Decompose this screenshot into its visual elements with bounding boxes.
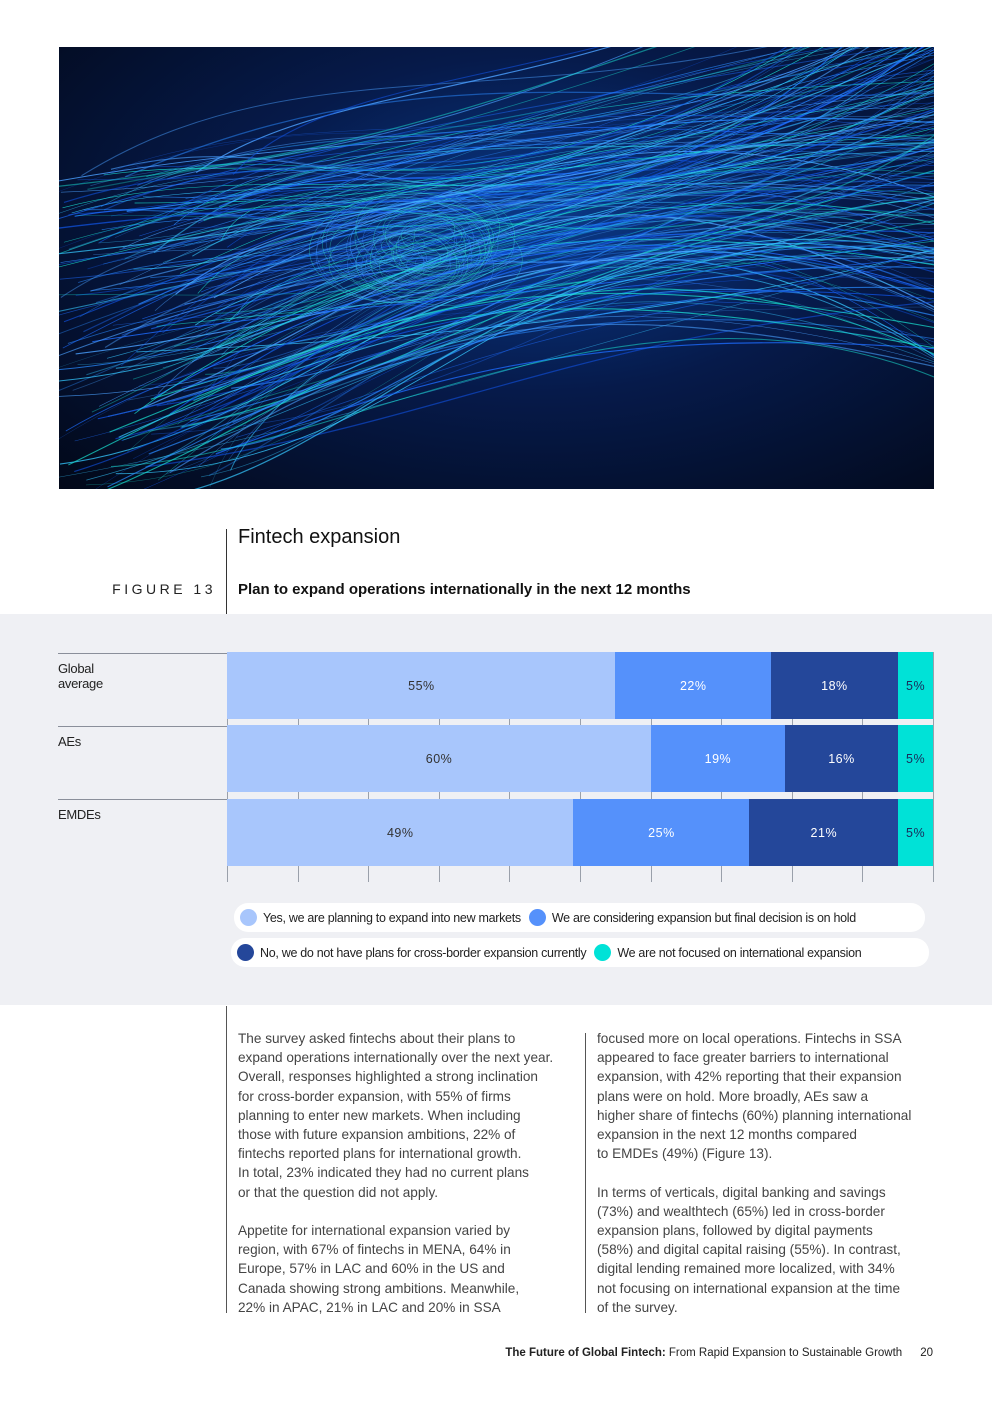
bar-segment: 5% <box>897 799 934 866</box>
category-label: AEs <box>58 734 81 749</box>
legend-item-not-focused: We are not focused on international expa… <box>594 944 862 961</box>
text-line: to EMDEs (49%) (Figure 13). <box>597 1146 773 1162</box>
text-line: Canada showing strong ambitions. Meanwhi… <box>238 1280 520 1296</box>
bar-segment: 18% <box>770 652 899 719</box>
text-line: expansion plans, followed by digital pay… <box>597 1223 873 1239</box>
footer-title-bold: The Future of Global Fintech: <box>505 1347 666 1359</box>
text-line: higher share of fintechs (60%) planning … <box>597 1107 912 1123</box>
flow-lines <box>59 47 934 489</box>
paragraph: The survey asked fintechs about their pl… <box>238 1029 583 1202</box>
text-line: focused more on local operations. Fintec… <box>597 1031 902 1046</box>
data-label: 21% <box>810 825 838 840</box>
paragraph: Appetite for international expansion var… <box>238 1221 583 1317</box>
hero-image-globe-network <box>59 47 934 489</box>
column-divider <box>585 1033 586 1313</box>
legend-swatch <box>528 909 546 926</box>
paragraph: In terms of verticals, digital banking a… <box>597 1183 942 1317</box>
bar-segment: 60% <box>227 725 652 792</box>
footer-title: From Rapid Expansion to Sustainable Grow… <box>665 1347 903 1359</box>
figure-label: FIGURE 13 <box>112 581 216 597</box>
legend-label: No, we do not have plans for cross-borde… <box>260 945 587 960</box>
text-line: (73%) and wealthtech (65%) led in cross-… <box>597 1203 885 1219</box>
text-line: for cross-border expansion, with 55% of … <box>238 1088 511 1104</box>
text-line: expand operations internationally over t… <box>238 1050 554 1066</box>
bar-segment: 21% <box>749 799 899 866</box>
data-label: 25% <box>648 825 675 840</box>
data-label: 22% <box>679 678 707 693</box>
row-separator <box>58 726 227 727</box>
page-number: 20 <box>920 1347 933 1359</box>
text-line: Europe, 57% in LAC and 60% in the US and <box>238 1261 505 1277</box>
bar-segment: 49% <box>227 799 574 866</box>
category-label: Global average <box>58 661 103 691</box>
text-line: Appetite for international expansion var… <box>238 1223 511 1239</box>
data-label: 60% <box>425 751 453 766</box>
text-line: The survey asked fintechs about their pl… <box>238 1031 516 1046</box>
legend-label: We are considering expansion but final d… <box>551 910 856 925</box>
text-line: planning to enter new markets. When incl… <box>238 1107 521 1123</box>
data-label: 5% <box>906 751 926 766</box>
legend-item-considering: We are considering expansion but final d… <box>528 909 856 926</box>
bar-segment: 22% <box>615 652 772 719</box>
legend-row-2: No, we do not have plans for cross-borde… <box>231 938 929 967</box>
data-label: 18% <box>821 678 848 693</box>
text-line: of the survey. <box>597 1299 678 1315</box>
section-title: Fintech expansion <box>238 526 401 548</box>
legend-item-no: No, we do not have plans for cross-borde… <box>237 944 587 961</box>
page-footer: The Future of Global Fintech: From Rapid… <box>505 1347 933 1359</box>
text-line: expansion, with 42% reporting that their… <box>597 1069 902 1085</box>
globe-illustration <box>59 47 934 489</box>
data-label: 5% <box>906 678 926 693</box>
bar-segment: 55% <box>227 652 616 719</box>
legend-label: Yes, we are planning to expand into new … <box>263 910 521 925</box>
legend-item-yes: Yes, we are planning to expand into new … <box>240 909 521 926</box>
data-label: 49% <box>386 825 414 840</box>
text-line: or that the question did not apply. <box>238 1184 439 1200</box>
bar-segment: 25% <box>572 799 750 866</box>
text-line: Overall, responses highlighted a strong … <box>238 1069 538 1085</box>
bar-segment: 5% <box>897 725 934 792</box>
bar-segment: 5% <box>897 652 934 719</box>
text-line: those with future expansion ambitions, 2… <box>238 1127 516 1143</box>
legend-row-1: Yes, we are planning to expand into new … <box>234 903 925 932</box>
data-label: 19% <box>704 751 732 766</box>
text-line: region, with 67% of fintechs in MENA, 64… <box>238 1242 511 1258</box>
text-line: not focusing on international expansion … <box>597 1280 901 1296</box>
figure-title: Plan to expand operations internationall… <box>238 581 691 598</box>
text-line: In total, 23% indicated they had no curr… <box>238 1165 529 1181</box>
bar-segment: 19% <box>650 725 786 792</box>
header-rule <box>226 529 227 614</box>
legend-swatch <box>240 909 257 926</box>
paragraph: focused more on local operations. Fintec… <box>597 1029 942 1163</box>
data-label: 55% <box>408 678 435 693</box>
text-line: digital lending remained more localized,… <box>597 1261 895 1277</box>
text-line: plans were on hold. More broadly, AEs sa… <box>597 1088 869 1104</box>
text-line: (58%) and digital capital raising (55%).… <box>597 1242 901 1258</box>
body-column-left: The survey asked fintechs about their pl… <box>238 1029 583 1336</box>
body-column-right: focused more on local operations. Fintec… <box>597 1029 942 1336</box>
data-label: 16% <box>828 751 855 766</box>
gridline <box>933 652 934 882</box>
legend-label: We are not focused on international expa… <box>617 945 862 960</box>
data-label: 5% <box>906 825 926 840</box>
category-label: EMDEs <box>58 807 101 822</box>
text-line: expansion in the next 12 months compared <box>597 1127 857 1143</box>
legend-swatch <box>594 944 612 961</box>
legend-swatch <box>237 944 254 961</box>
text-line: appeared to face greater barriers to int… <box>597 1050 889 1066</box>
row-separator <box>58 799 227 800</box>
body-left-rule <box>226 1006 227 1313</box>
row-separator <box>58 653 227 654</box>
text-line: fintechs reported plans for internationa… <box>238 1146 522 1162</box>
bar-segment: 16% <box>784 725 899 792</box>
text-line: 22% in APAC, 21% in LAC and 20% in SSA <box>238 1299 501 1315</box>
text-line: In terms of verticals, digital banking a… <box>597 1184 886 1200</box>
